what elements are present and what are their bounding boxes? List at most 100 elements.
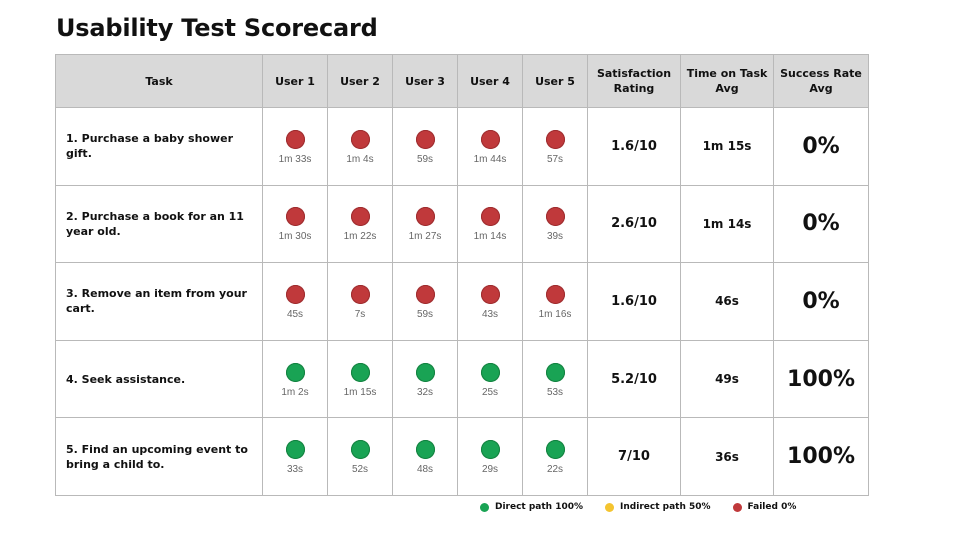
task-label: 3. Remove an item from your cart. bbox=[55, 262, 263, 341]
failed-dot-icon bbox=[545, 284, 565, 304]
user-result-cell: 52s bbox=[327, 417, 393, 496]
task-time: 29s bbox=[481, 464, 499, 476]
legend: Direct path 100% Indirect path 50% Faile… bbox=[480, 502, 818, 512]
header-success-rate: Success Rate Avg bbox=[773, 54, 869, 108]
satisfaction-rating: 1.6/10 bbox=[587, 107, 681, 186]
task-row: 1. Purchase a baby shower gift. 1m 33s 1m … bbox=[55, 107, 869, 186]
header-user-5: User 5 bbox=[522, 54, 588, 108]
failed-dot-icon bbox=[285, 284, 305, 304]
task-time: 1m 15s bbox=[343, 386, 377, 398]
failed-dot-icon bbox=[480, 207, 500, 227]
user-result-cell: 1m 30s bbox=[262, 184, 328, 264]
task-time: 33s bbox=[286, 464, 304, 476]
task-time: 45s bbox=[286, 308, 304, 320]
task-time: 32s bbox=[416, 386, 434, 398]
user-result-cell: 32s bbox=[392, 339, 458, 419]
header-task: Task bbox=[55, 54, 263, 108]
header-user-4: User 4 bbox=[457, 54, 523, 108]
time-on-task-avg: 1m 15s bbox=[680, 107, 774, 186]
time-on-task-avg: 46s bbox=[680, 262, 774, 341]
direct-dot-icon bbox=[285, 362, 305, 382]
user-result-cell: 1m 2s bbox=[262, 339, 328, 419]
direct-dot-icon bbox=[545, 362, 565, 382]
user-result-cell: 43s bbox=[457, 262, 523, 341]
success-rate-avg: 100% bbox=[773, 339, 869, 419]
task-label: 4. Seek assistance. bbox=[55, 339, 263, 419]
direct-dot-icon bbox=[480, 362, 500, 382]
user-result-cell: 39s bbox=[522, 184, 588, 264]
direct-dot-icon bbox=[285, 440, 305, 460]
satisfaction-rating: 2.6/10 bbox=[587, 184, 681, 264]
scorecard-table: Task User 1 User 2 User 3 User 4 User 5 … bbox=[55, 54, 869, 496]
direct-dot-icon bbox=[350, 362, 370, 382]
header-time-on-task: Time on Task Avg bbox=[680, 54, 774, 108]
user-result-cell: 29s bbox=[457, 417, 523, 496]
time-on-task-avg: 49s bbox=[680, 339, 774, 419]
legend-item-indirect: Indirect path 50% bbox=[605, 502, 711, 512]
direct-dot-icon bbox=[480, 502, 489, 512]
user-result-cell: 1m 4s bbox=[327, 107, 393, 186]
failed-dot-icon bbox=[285, 129, 305, 149]
user-result-cell: 1m 27s bbox=[392, 184, 458, 264]
failed-dot-icon bbox=[732, 502, 742, 512]
user-result-cell: 1m 14s bbox=[457, 184, 523, 264]
failed-dot-icon bbox=[285, 207, 305, 227]
user-result-cell: 25s bbox=[457, 339, 523, 419]
task-time: 43s bbox=[481, 308, 499, 320]
user-result-cell: 53s bbox=[522, 339, 588, 419]
legend-item-direct: Direct path 100% bbox=[480, 502, 583, 512]
task-time: 25s bbox=[481, 386, 499, 398]
task-time: 53s bbox=[546, 386, 564, 398]
satisfaction-rating: 1.6/10 bbox=[587, 262, 681, 341]
task-time: 1m 4s bbox=[346, 153, 374, 165]
indirect-dot-icon bbox=[605, 502, 615, 512]
failed-dot-icon bbox=[480, 284, 500, 304]
legend-item-failed: Failed 0% bbox=[732, 502, 796, 512]
failed-dot-icon bbox=[545, 207, 565, 227]
task-row: 4. Seek assistance. 1m 2s 1m 15s 32s 25s 53s 5… bbox=[55, 339, 869, 419]
task-time: 59s bbox=[416, 153, 434, 165]
task-time: 7s bbox=[354, 308, 366, 320]
user-result-cell: 33s bbox=[262, 417, 328, 496]
header-user-2: User 2 bbox=[327, 54, 393, 108]
satisfaction-rating: 7/10 bbox=[587, 417, 681, 496]
task-row: 2. Purchase a book for an 11 year old. 1m… bbox=[55, 184, 869, 264]
user-result-cell: 1m 44s bbox=[457, 107, 523, 186]
direct-dot-icon bbox=[480, 440, 500, 460]
failed-dot-icon bbox=[350, 284, 370, 304]
time-on-task-avg: 36s bbox=[680, 417, 774, 496]
failed-dot-icon bbox=[480, 129, 500, 149]
task-label: 2. Purchase a book for an 11 year old. bbox=[55, 184, 263, 264]
task-time: 1m 22s bbox=[343, 231, 377, 243]
user-result-cell: 59s bbox=[392, 107, 458, 186]
page-title: Usability Test Scorecard bbox=[56, 14, 378, 42]
task-label: 5. Find an upcoming event to bring a chi… bbox=[55, 417, 263, 496]
success-rate-avg: 0% bbox=[773, 107, 869, 186]
direct-dot-icon bbox=[350, 440, 370, 460]
legend-label: Direct path 100% bbox=[495, 502, 584, 512]
failed-dot-icon bbox=[350, 129, 370, 149]
direct-dot-icon bbox=[415, 440, 435, 460]
header-user-3: User 3 bbox=[392, 54, 458, 108]
task-label: 1. Purchase a baby shower gift. bbox=[55, 107, 263, 186]
task-time: 57s bbox=[546, 153, 564, 165]
task-row: 5. Find an upcoming event to bring a chi… bbox=[55, 417, 869, 496]
header-satisfaction: Satisfaction Rating bbox=[587, 54, 681, 108]
user-result-cell: 1m 15s bbox=[327, 339, 393, 419]
task-time: 1m 14s bbox=[473, 231, 507, 243]
success-rate-avg: 100% bbox=[773, 417, 869, 496]
failed-dot-icon bbox=[545, 129, 565, 149]
task-time: 1m 30s bbox=[278, 231, 312, 243]
header-user-1: User 1 bbox=[262, 54, 328, 108]
task-time: 1m 27s bbox=[408, 231, 442, 243]
success-rate-avg: 0% bbox=[773, 262, 869, 341]
direct-dot-icon bbox=[545, 440, 565, 460]
failed-dot-icon bbox=[415, 207, 435, 227]
user-result-cell: 48s bbox=[392, 417, 458, 496]
time-on-task-avg: 1m 14s bbox=[680, 184, 774, 264]
task-time: 22s bbox=[546, 464, 564, 476]
task-time: 1m 2s bbox=[281, 386, 309, 398]
task-time: 59s bbox=[416, 308, 434, 320]
task-time: 39s bbox=[546, 231, 564, 243]
user-result-cell: 45s bbox=[262, 262, 328, 341]
